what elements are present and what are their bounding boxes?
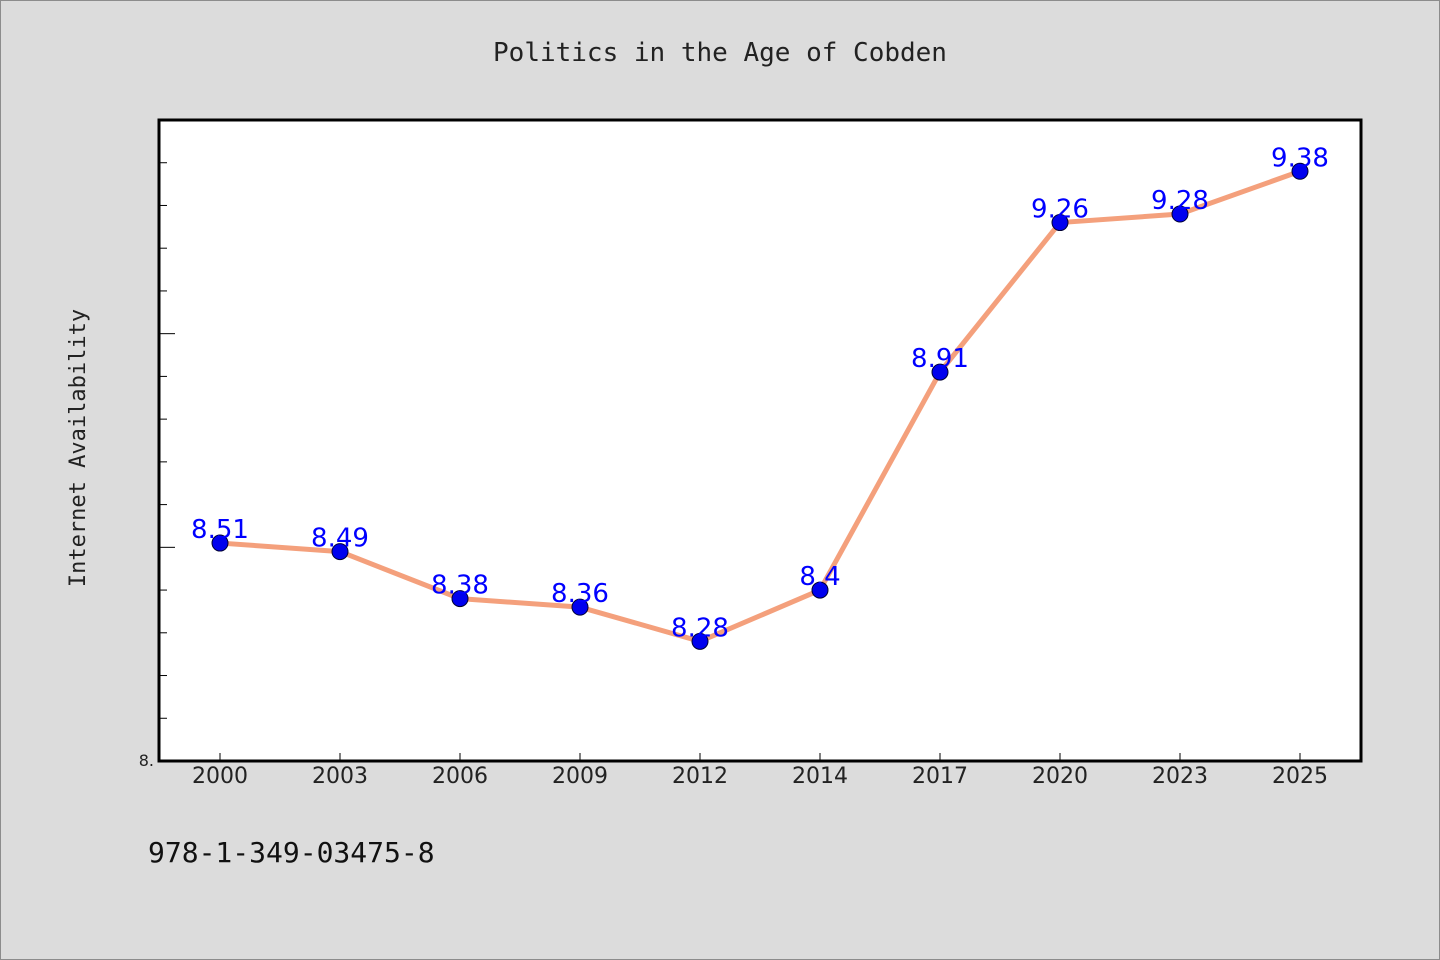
- data-labels: 8.51 8.49 8.38 8.36 8.28 8.4 8.91 9.26 9.28 9.38: [191, 143, 1329, 643]
- x-tick-label: 2000: [192, 764, 248, 789]
- x-tick-label: 2017: [912, 764, 968, 789]
- series-line: [219, 168, 1301, 644]
- x-tick-label: 2006: [432, 764, 488, 789]
- chart-title: Politics in the Age of Cobden: [493, 38, 947, 68]
- data-point-label: 8.4: [799, 562, 840, 592]
- data-point-marker: [931, 363, 949, 381]
- x-tick-label: 2023: [1152, 764, 1208, 789]
- data-point-marker: [691, 632, 709, 650]
- data-point-label: 9.26: [1031, 195, 1089, 225]
- x-tick-label: 2012: [672, 764, 728, 789]
- x-axis-ticks: 2000 2003 2006 2009 2012 2014 2017 2020 2023 2025: [192, 753, 1328, 789]
- x-tick-label: 2009: [552, 764, 608, 789]
- data-point-marker: [1291, 162, 1309, 180]
- data-point-label: 8.91: [911, 344, 969, 374]
- data-point-marker: [811, 581, 829, 599]
- data-point-marker: [1171, 205, 1189, 223]
- x-tick-label: 2014: [792, 764, 848, 789]
- y-axis-ticks: [159, 162, 175, 719]
- data-point-label: 8.36: [551, 579, 609, 609]
- footer-isbn: 978-1-349-03475-8: [148, 836, 435, 869]
- data-point-label: 9.38: [1271, 143, 1329, 173]
- y-axis-label: Internet Availability: [66, 309, 91, 587]
- data-point-marker: [451, 590, 469, 608]
- data-point-label: 8.28: [671, 613, 729, 643]
- data-point-marker: [331, 543, 349, 561]
- series-markers: [211, 162, 1309, 650]
- x-tick-label: 2020: [1032, 764, 1088, 789]
- data-point-marker: [571, 598, 589, 616]
- x-tick-label: 2003: [312, 764, 368, 789]
- y-tick-label: 8.: [139, 751, 154, 770]
- data-point-marker: [1051, 214, 1069, 232]
- data-point-label: 8.38: [431, 571, 489, 601]
- data-point-label: 9.28: [1151, 186, 1209, 216]
- x-tick-label: 2025: [1272, 764, 1328, 789]
- data-point-label: 8.51: [191, 515, 249, 545]
- data-point-marker: [211, 534, 229, 552]
- plot-area: [157, 118, 1363, 763]
- data-point-label: 8.49: [311, 524, 369, 554]
